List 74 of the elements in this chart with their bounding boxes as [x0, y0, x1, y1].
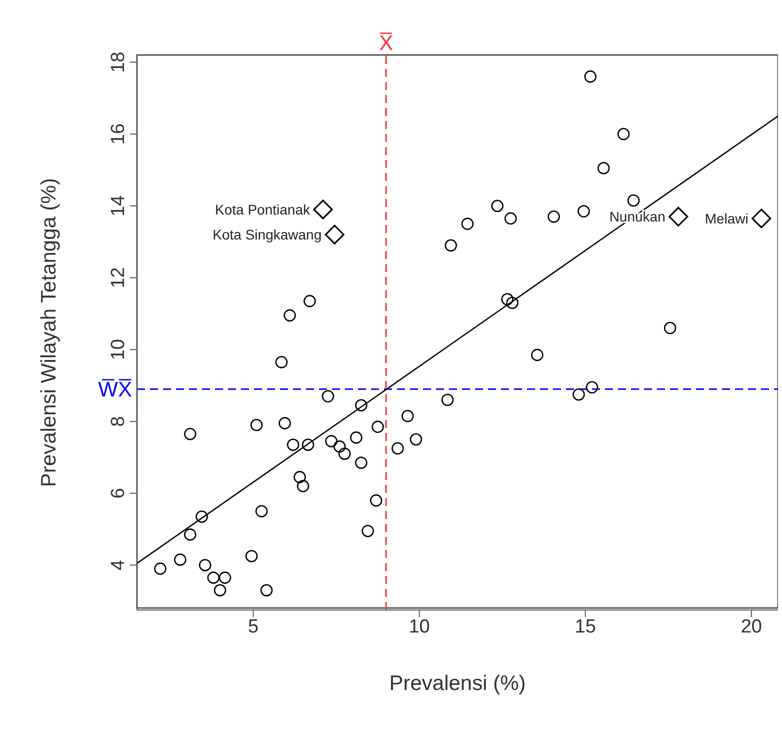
point: [392, 442, 404, 454]
point: [491, 200, 504, 212]
point: [325, 435, 338, 448]
point: [548, 210, 560, 223]
point: [410, 433, 422, 446]
y-tick-label: 12: [108, 267, 129, 288]
point: [302, 438, 314, 451]
point: [627, 194, 640, 207]
point: [372, 420, 384, 433]
ref-line-label: W̅X̅: [98, 378, 132, 402]
point: [313, 200, 333, 220]
point: [586, 381, 598, 394]
point: [355, 456, 368, 469]
point: [531, 348, 544, 362]
point: [752, 208, 772, 228]
point: [154, 562, 166, 575]
point: [278, 417, 291, 430]
point: [214, 584, 226, 596]
point: [668, 206, 688, 226]
point: [184, 428, 196, 440]
x-tick-label: 15: [574, 616, 596, 638]
ref-line-label: X̅: [379, 32, 394, 55]
point: [324, 224, 344, 244]
point: [584, 70, 596, 83]
annotation: Kota Pontianak: [215, 201, 311, 218]
point: [294, 470, 306, 484]
point: [597, 162, 610, 174]
y-tick-label: 10: [108, 338, 129, 360]
point: [333, 440, 346, 453]
point: [250, 418, 263, 432]
point: [198, 558, 212, 572]
point: [338, 448, 351, 460]
x-axis-title: Prevalensi (%): [389, 672, 526, 695]
point: [207, 572, 220, 584]
point: [184, 528, 196, 541]
x-tick-label: 20: [740, 616, 762, 638]
point: [578, 205, 590, 218]
point: [174, 554, 186, 566]
point: [322, 390, 334, 402]
y-axis-title: Prevalensi Wilayah Tetangga (%): [37, 178, 60, 487]
y-tick-label: 14: [108, 194, 129, 216]
point: [218, 572, 232, 584]
point: [296, 480, 310, 492]
point: [286, 438, 300, 451]
point: [245, 550, 258, 562]
point: [304, 294, 316, 308]
point: [362, 524, 374, 538]
point: [501, 293, 514, 306]
annotation: Melawi: [704, 210, 748, 226]
x-tick-label: 5: [248, 616, 259, 638]
point: [402, 410, 414, 422]
point: [572, 388, 585, 401]
point: [284, 309, 296, 322]
x-tick-label: 10: [408, 616, 430, 638]
point: [461, 218, 474, 230]
y-tick-label: 4: [108, 559, 129, 570]
point: [196, 510, 208, 523]
y-tick-label: 6: [108, 488, 129, 499]
point: [275, 356, 288, 368]
y-tick-label: 16: [108, 123, 129, 145]
point: [370, 494, 382, 507]
point: [444, 239, 458, 252]
point: [617, 128, 630, 140]
point: [506, 296, 518, 310]
point: [260, 584, 273, 596]
y-tick-label: 18: [108, 52, 129, 73]
point: [504, 212, 517, 225]
point: [350, 431, 362, 444]
annotation: Kota Singkawang: [212, 226, 322, 243]
point: [355, 399, 368, 412]
point: [441, 394, 454, 406]
y-tick-label: 8: [108, 416, 129, 427]
point: [255, 505, 268, 518]
point: [664, 322, 676, 334]
